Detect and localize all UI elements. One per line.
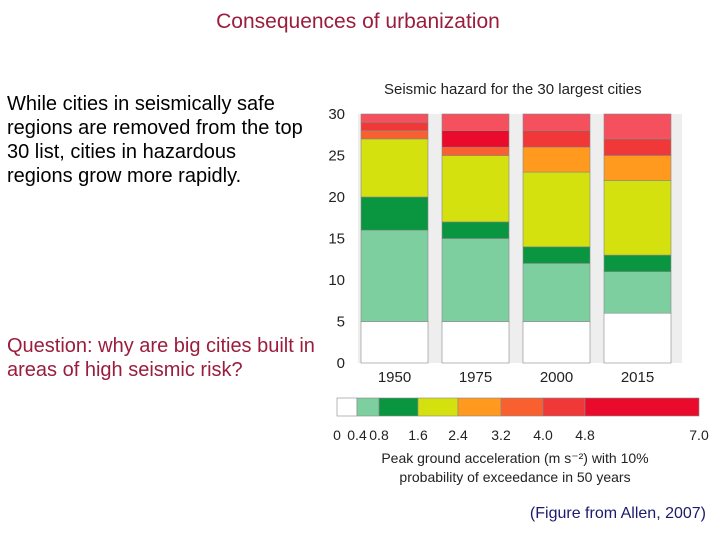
y-tick-label: 10 (328, 272, 345, 289)
bar-segment (360, 122, 429, 131)
colorbar-segment (500, 397, 544, 417)
colorbar-tick-label: 0 (333, 427, 341, 443)
x-tick-label: 1950 (378, 369, 411, 386)
bar-segment (603, 180, 672, 256)
colorbar-tick-label: 4.8 (575, 427, 595, 443)
bar-segment (360, 113, 429, 123)
bar-segment (441, 130, 510, 148)
y-tick-label: 25 (328, 148, 345, 165)
colorbar-tick-label: 3.2 (491, 427, 511, 443)
x-tick-label: 1975 (459, 369, 492, 386)
colorbar-tick-label: 1.6 (408, 427, 428, 443)
bar-segment (360, 138, 429, 198)
colorbar-label: Peak ground acceleration (m s⁻²) with 10… (381, 450, 648, 466)
bar-segment (522, 321, 591, 364)
bar-segment (522, 263, 591, 322)
bar-segment (522, 113, 591, 131)
colorbar-segment (417, 397, 459, 417)
bar-segment (522, 171, 591, 248)
bar-segment (603, 312, 672, 364)
bar-segment (522, 130, 591, 148)
colorbar-label: probability of exceedance in 50 years (399, 469, 630, 485)
bar-segment (603, 254, 672, 273)
bar-segment (360, 229, 429, 322)
bar-segment (441, 155, 510, 223)
bar-segment (441, 321, 510, 364)
bar-segment (522, 146, 591, 173)
colorbar-segment (542, 397, 586, 417)
colorbar-tick-label: 0.4 (347, 427, 367, 443)
bar-segment (360, 196, 429, 231)
bar-segment (603, 155, 672, 181)
bar-segment (441, 221, 510, 239)
bar-segment (441, 146, 510, 156)
colorbar-tick-label: 7.0 (689, 427, 709, 443)
colorbar-segment (356, 397, 380, 417)
colorbar-tick-label: 2.4 (448, 427, 468, 443)
bar-segment (603, 271, 672, 314)
colorbar-tick-label: 4.0 (533, 427, 553, 443)
y-tick-label: 20 (328, 189, 345, 206)
chart-title: Seismic hazard for the 30 largest cities (384, 81, 642, 98)
colorbar-segment (457, 397, 502, 417)
y-tick-label: 0 (337, 355, 345, 372)
question-text: Question: why are big cities built in ar… (7, 335, 315, 381)
bar-segment (603, 138, 672, 156)
y-tick-label: 15 (328, 231, 345, 248)
y-tick-label: 30 (328, 106, 345, 123)
bar-segment (441, 113, 510, 131)
bar-segment (441, 238, 510, 322)
x-tick-label: 2015 (621, 369, 654, 386)
y-tick-label: 5 (337, 314, 345, 331)
bar-segment (522, 246, 591, 264)
body-text: While cities in seismically safe regions… (7, 93, 303, 187)
colorbar-segment (584, 397, 700, 417)
figure-credit: (Figure from Allen, 2007) (529, 505, 706, 522)
bar-segment (360, 130, 429, 140)
bar-segment (603, 113, 672, 140)
colorbar-segment (336, 397, 358, 417)
colorbar-segment (378, 397, 419, 417)
bar-segment (360, 321, 429, 364)
slide-title: Consequences of urbanization (216, 10, 500, 33)
x-tick-label: 2000 (540, 369, 573, 386)
colorbar-tick-label: 0.8 (369, 427, 389, 443)
